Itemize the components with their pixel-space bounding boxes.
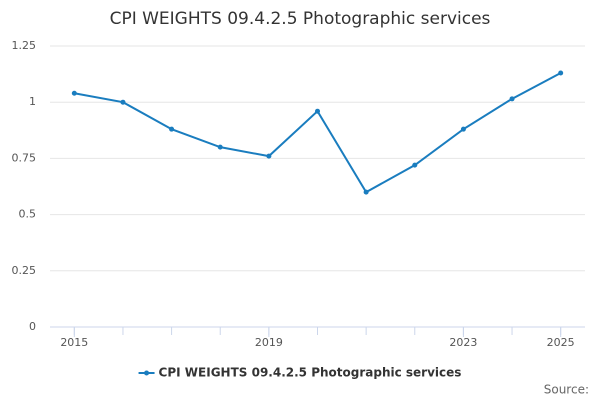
point	[363, 189, 369, 195]
point	[558, 70, 564, 76]
y-tick-label: 0.5	[19, 208, 37, 221]
point	[412, 162, 418, 168]
y-tick-label: 1.25	[12, 39, 37, 52]
y-tick-label: 0.75	[12, 151, 37, 164]
x-tick-label: 2025	[547, 336, 575, 349]
source: Source:	[544, 383, 589, 397]
x-tick-label: 2019	[255, 336, 283, 349]
point	[315, 108, 320, 114]
chart-title: CPI WEIGHTS 09.4.2.5 Photographic servic…	[110, 9, 491, 29]
y-tick-label: 0.25	[12, 264, 37, 277]
point	[71, 90, 77, 96]
y-tick-label: 1	[29, 95, 36, 108]
x-tick-label: 2023	[449, 336, 477, 349]
x-tick-label: 2015	[60, 336, 88, 349]
point	[509, 96, 515, 102]
series-line	[74, 72, 562, 194]
point	[266, 153, 272, 159]
point	[217, 144, 223, 150]
point	[460, 126, 466, 132]
point	[169, 126, 175, 132]
point	[120, 99, 126, 105]
y-tick-label: 0	[29, 320, 36, 333]
legend-marker	[144, 370, 150, 376]
legend-label[interactable]: CPI WEIGHTS 09.4.2.5 Photographic servic…	[159, 366, 462, 380]
